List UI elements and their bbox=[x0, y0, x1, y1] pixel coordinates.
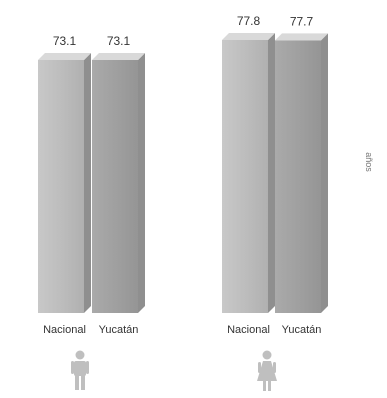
bar-top-face bbox=[92, 53, 145, 60]
bars-layer bbox=[38, 33, 328, 313]
category-label: Nacional bbox=[43, 324, 86, 336]
value-label: 73.1 bbox=[107, 34, 131, 48]
unit-label: años bbox=[364, 152, 374, 172]
bar-hombres-yucatn bbox=[92, 53, 145, 313]
bar-side-face bbox=[138, 53, 145, 313]
value-label: 77.8 bbox=[237, 14, 261, 28]
bar-side-face bbox=[84, 53, 91, 313]
value-label: 77.7 bbox=[290, 14, 314, 28]
female-icon bbox=[257, 350, 277, 391]
labels-layer: 73.1 Nacional 73.1 Yucatán 77.8 Nacional 77.7 Y… bbox=[43, 14, 321, 336]
male-icon bbox=[71, 350, 89, 390]
bar-mujeres-yucatn bbox=[275, 33, 328, 313]
bar-mujeres-nacional bbox=[222, 33, 275, 313]
bar-side-face bbox=[268, 33, 275, 313]
bar-side-face bbox=[321, 33, 328, 313]
bar-hombres-nacional bbox=[38, 53, 91, 313]
category-label: Yucatán bbox=[282, 324, 322, 336]
bar-top-face bbox=[222, 33, 275, 40]
bar-front-face bbox=[222, 40, 268, 313]
value-label: 73.1 bbox=[53, 34, 77, 48]
category-label: Nacional bbox=[227, 324, 270, 336]
icons-layer bbox=[71, 350, 277, 391]
bar-front-face bbox=[38, 60, 84, 313]
bar-top-face bbox=[38, 53, 91, 60]
bar-top-face bbox=[275, 33, 328, 41]
bar-front-face bbox=[92, 60, 138, 313]
category-label: Yucatán bbox=[99, 324, 139, 336]
bar-front-face bbox=[275, 40, 321, 313]
